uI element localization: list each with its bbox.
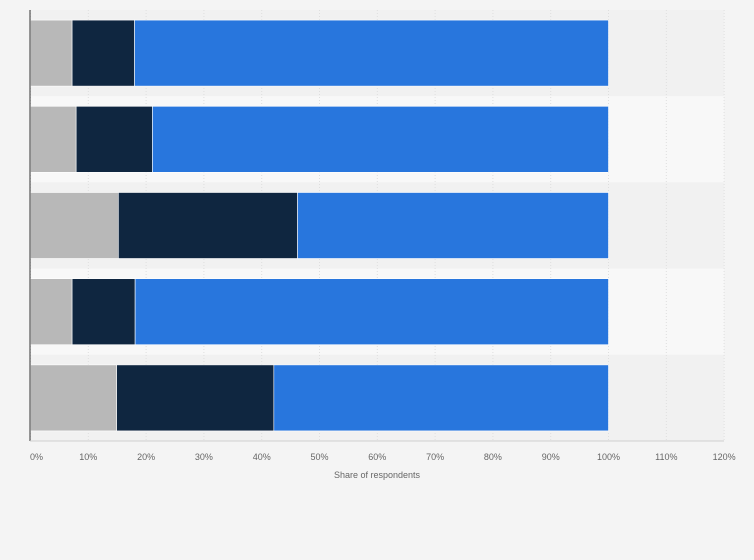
x-tick-label: 110% [655, 452, 677, 462]
x-axis-title: Share of respondents [334, 470, 421, 480]
x-tick-label: 70% [426, 452, 444, 462]
bar-segment [116, 364, 275, 432]
bar-segment [30, 106, 77, 173]
bar-segment [30, 19, 73, 87]
bar-segment [71, 19, 135, 87]
bar-segment [30, 192, 119, 259]
x-tick-label: 90% [542, 452, 560, 462]
x-tick-label: 80% [484, 452, 502, 462]
x-tick-label: 0% [30, 452, 43, 462]
bar-segment [134, 19, 609, 87]
bar-segment [30, 364, 117, 432]
x-tick-label: 30% [195, 452, 213, 462]
bar-segment [134, 278, 609, 346]
x-tick-label: 100% [597, 452, 620, 462]
x-tick-label: 60% [368, 452, 386, 462]
bar-segment [118, 192, 298, 259]
x-tick-label: 50% [310, 452, 328, 462]
bar-segment [71, 278, 136, 346]
bar-segment [75, 106, 153, 173]
x-tick-label: 40% [253, 452, 271, 462]
bar-segment [297, 192, 609, 259]
x-tick-label: 10% [79, 452, 97, 462]
bar-segment [30, 278, 73, 346]
x-tick-label: 20% [137, 452, 155, 462]
bar-segment [152, 106, 609, 173]
bar-segment [273, 364, 609, 432]
x-tick-label: 120% [713, 452, 736, 462]
